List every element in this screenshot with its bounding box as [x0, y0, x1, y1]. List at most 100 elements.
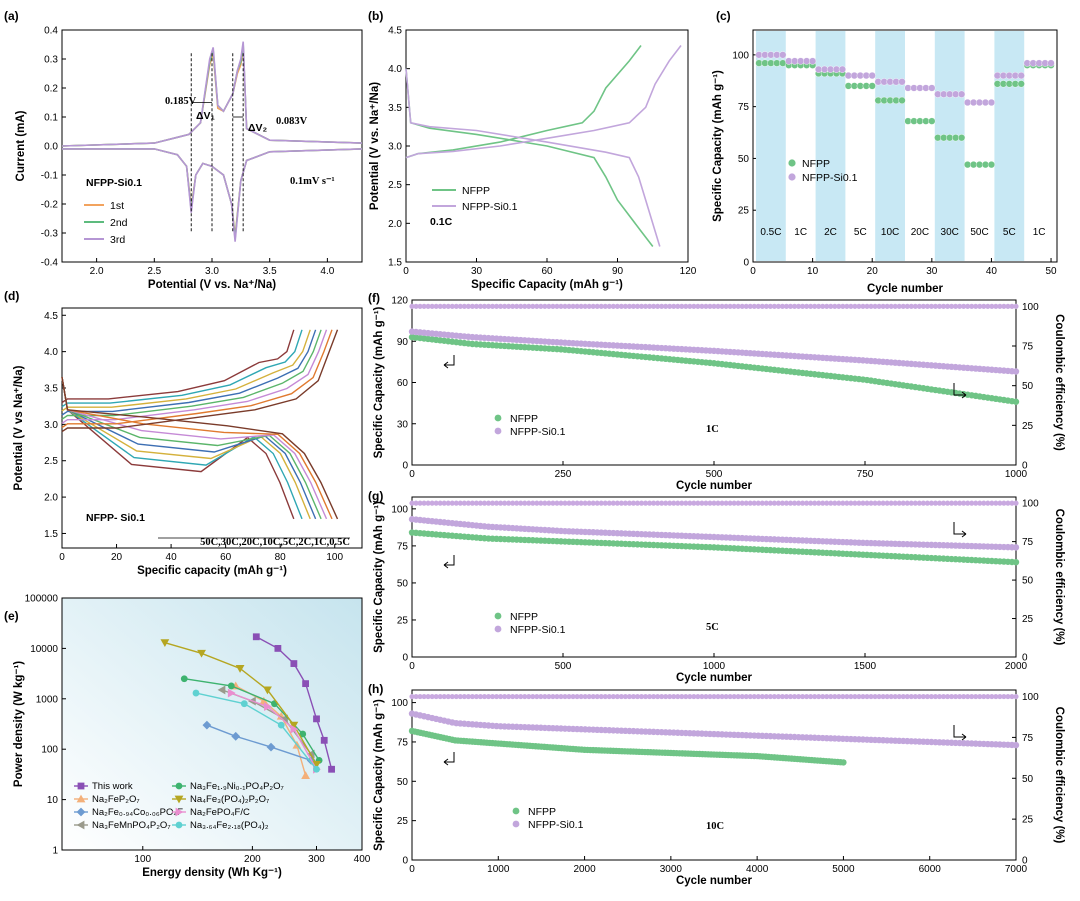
ce-point	[522, 693, 528, 700]
ce-point	[989, 693, 995, 700]
x-tick-label: 5000	[832, 864, 855, 875]
ce-point	[828, 693, 834, 700]
ce-point	[989, 303, 995, 309]
rate-point	[987, 161, 996, 169]
y-tick-label: 1.5	[44, 529, 58, 540]
ce-point	[409, 693, 415, 700]
ce-point	[832, 693, 838, 700]
charge-curve-5C	[61, 329, 322, 420]
ce-point	[828, 303, 834, 309]
ce-point	[957, 693, 963, 700]
ce-point	[997, 303, 1003, 309]
ce-point	[787, 303, 794, 309]
y-tick-label: 25	[738, 206, 750, 217]
ce-point	[731, 303, 737, 309]
ce-point	[598, 303, 604, 309]
ce-point	[473, 693, 480, 700]
ce-point	[767, 693, 773, 700]
ce-point	[646, 693, 653, 700]
ce-point	[590, 303, 596, 309]
ragone-marker	[227, 688, 236, 698]
x-tick-label: 0	[409, 469, 415, 480]
ce-point	[413, 303, 419, 309]
charge-curve-NFPP-Si0.1	[405, 45, 682, 159]
ce-point	[465, 693, 471, 700]
discharge-curve-30C	[61, 376, 303, 520]
ce-point	[880, 693, 886, 700]
ce-point	[985, 500, 991, 506]
ce-point	[437, 303, 443, 309]
rate-step-label: 20C	[911, 227, 929, 238]
x-tick-label: 100	[134, 854, 151, 865]
rate-point	[868, 71, 876, 80]
ce-point	[530, 500, 536, 506]
ce-point	[630, 303, 637, 309]
ce-point	[530, 303, 536, 309]
ce-point	[852, 500, 858, 506]
legend-marker	[494, 427, 502, 435]
ce-point	[791, 500, 798, 506]
ce-point	[610, 303, 616, 309]
ce-point	[699, 500, 705, 506]
ce-point	[534, 693, 540, 700]
ce-point	[566, 500, 572, 506]
rate-sequence-label: 50C,30C,20C,10C,5C,2C,1C,0.5C	[200, 537, 350, 548]
y-tick-label: 4.5	[44, 311, 58, 322]
ce-point	[804, 693, 810, 700]
ce-point	[711, 500, 717, 506]
y-tick-label: -0.2	[41, 200, 59, 211]
plot-frame	[61, 597, 363, 851]
legend-label: NFPP	[462, 185, 490, 197]
ce-point	[799, 500, 806, 506]
ce-point	[663, 303, 669, 309]
ragone-line	[195, 692, 318, 770]
x-tick-label: 250	[555, 469, 572, 480]
ce-point	[940, 693, 947, 700]
x-tick-label: 0	[403, 266, 409, 277]
y-tick-label: 4.0	[44, 347, 58, 358]
ce-point	[651, 500, 657, 506]
ce-point	[759, 693, 765, 700]
ce-point	[743, 303, 749, 309]
ce-point	[940, 303, 947, 309]
ce-point	[1005, 500, 1011, 506]
y-tick-label: 4.5	[388, 26, 402, 37]
plot-frame	[752, 29, 1058, 263]
ce-point	[502, 693, 508, 700]
ce-point	[856, 693, 862, 700]
ce-point	[816, 693, 822, 700]
x-tick-label: 120	[680, 266, 697, 277]
x-tick-label: 0	[59, 552, 65, 563]
ce-point	[824, 500, 830, 506]
ce-point	[659, 500, 665, 506]
ce-point	[924, 693, 931, 700]
ce-point	[993, 693, 999, 700]
ce-point	[723, 303, 729, 309]
x-axis-title: Potential (V vs. Na⁺/Na)	[148, 279, 276, 291]
legend-label: NFPP-Si0.1	[510, 624, 566, 636]
panel-a: 2.0 2.5 3.0 3.5 4.0 -0.4 -0.3 -0.2 -0.1 0.0 0.1 0.2…	[4, 9, 363, 291]
ce-point	[844, 500, 850, 506]
ce-point	[932, 693, 939, 700]
ce-point	[417, 693, 423, 700]
legend-label: Na₃Fe₁.₉Ni₀.₁PO₄P₂O₇	[190, 781, 284, 792]
y-tick-label: 4.0	[388, 64, 402, 75]
ce-point	[747, 500, 753, 506]
ce-point	[602, 303, 608, 309]
x-axis-title: Cycle number	[676, 480, 753, 492]
ce-point	[574, 693, 580, 700]
ce-point	[421, 693, 427, 700]
capacity-point	[1012, 368, 1020, 375]
annotation-scan-rate: 0.1mV s⁻¹	[290, 176, 335, 187]
ce-point	[787, 500, 794, 506]
x-tick-label: 10	[807, 266, 819, 277]
ce-point	[582, 303, 588, 309]
ce-point	[932, 303, 939, 309]
ce-point	[763, 693, 769, 700]
y-tick-label: 0	[402, 856, 408, 867]
y-tick-label: 10000	[30, 644, 58, 655]
y-tick-label: 75	[397, 541, 409, 552]
x-tick-label: 60	[541, 266, 553, 277]
ce-point	[928, 693, 935, 700]
